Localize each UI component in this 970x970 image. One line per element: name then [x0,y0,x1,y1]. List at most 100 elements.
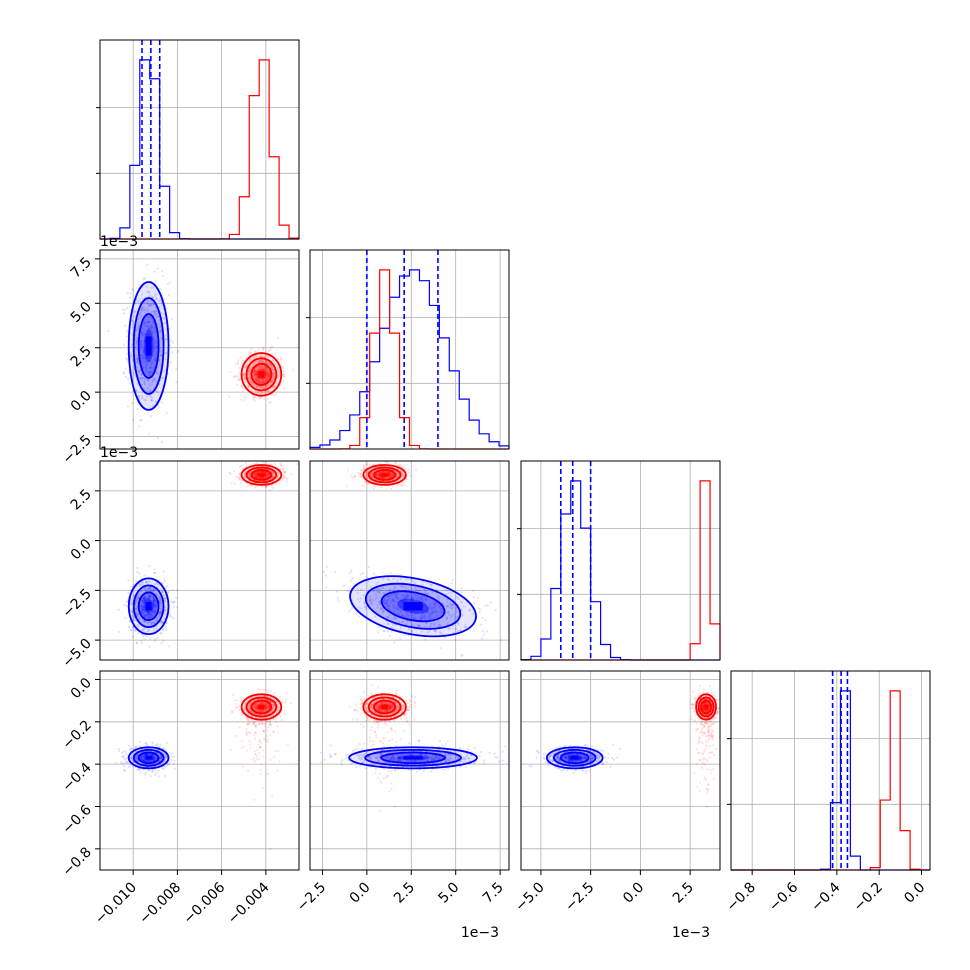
scatter-point [249,747,252,750]
scatter-point [270,379,274,383]
scatter-point [272,730,275,733]
scatter-point [161,591,164,594]
scatter-point [263,368,266,371]
scatter-point [481,637,484,640]
scatter-point [151,337,154,340]
scatter-point [335,590,338,593]
scatter-point [128,296,131,299]
scatter-point [266,472,270,475]
scatter-point [255,471,258,474]
scatter-point [258,738,261,742]
scatter-point [234,734,237,737]
scatter-point [160,376,163,380]
scatter-point [260,475,263,479]
scatter-point [262,369,265,372]
density-peak [258,371,265,378]
scatter-point [155,400,158,403]
scatter-point [246,385,249,388]
scatter-point [149,613,152,616]
scatter-point [140,346,143,349]
scatter-point [240,385,243,388]
scatter-point [254,473,257,476]
scatter-point [253,378,257,381]
scatter-point [152,378,155,381]
scatter-point [150,383,153,386]
scatter-point [142,611,146,614]
scatter-point [145,355,148,359]
scatter-point [126,330,129,333]
scatter-point [142,597,146,600]
scatter-point [146,263,149,266]
scatter-point [153,326,156,329]
scatter-point [150,622,153,625]
scatter-point [238,465,241,469]
scatter-point [144,742,147,745]
scatter-point [257,379,260,383]
scatter-point [139,339,142,343]
scatter-point [153,600,156,603]
scatter-point [152,603,155,606]
scatter-point [152,603,155,607]
scatter-point [154,605,157,608]
scatter-point [140,610,143,613]
scatter-point [143,322,146,325]
scatter-point [255,475,258,478]
scatter-point [148,599,151,603]
scatter-point [126,291,129,295]
scatter-point [471,589,475,592]
scatter-point [259,359,262,362]
scatter-point [146,615,150,619]
scatter-point [150,399,153,402]
scatter-point [266,377,269,380]
scatter-point [252,370,255,373]
scatter-point [131,614,134,617]
scatter-point [158,601,162,605]
scatter-point [151,337,154,340]
scatter-point [252,398,255,401]
scatter-point [148,291,151,294]
scatter-point [136,570,139,573]
scatter-point [147,355,150,358]
scatter-point [258,381,261,384]
scatter-point [140,589,143,592]
scatter-point [244,366,247,369]
scatter-point [252,395,255,398]
scatter-point [135,388,138,392]
scatter-point [134,611,138,614]
scatter-point [143,380,146,383]
scatter-point [242,359,245,362]
scatter-point [153,605,156,608]
scatter-point [159,350,162,353]
scatter-point [274,749,277,753]
scatter-point [254,378,257,381]
scatter-point [142,597,146,600]
scatter-point [147,597,150,601]
scatter-point [228,395,231,398]
scatter-point [155,603,158,606]
scatter-point [249,743,252,746]
scatter-point [151,327,154,330]
scatter-point [347,610,351,614]
scatter-point [258,367,261,370]
scatter-point [143,574,147,577]
scatter-point [260,381,264,385]
scatter-point [145,635,148,638]
scatter-point [147,327,150,330]
scatter-point [144,609,147,613]
scatter-point [256,374,259,377]
scatter-point [261,787,264,790]
scatter-point [268,371,271,374]
scatter-point [146,379,150,382]
scatter-point [165,337,168,341]
scatter-point [247,376,251,379]
scatter-point [124,750,128,753]
scatter-point [265,368,268,371]
scatter-point [156,636,160,639]
scatter-point [148,565,151,568]
scatter-point [271,368,274,371]
scatter-point [144,597,147,600]
scatter-point [261,355,264,358]
scatter-point [279,462,282,465]
scatter-point [296,462,299,466]
scatter-point [145,386,149,390]
